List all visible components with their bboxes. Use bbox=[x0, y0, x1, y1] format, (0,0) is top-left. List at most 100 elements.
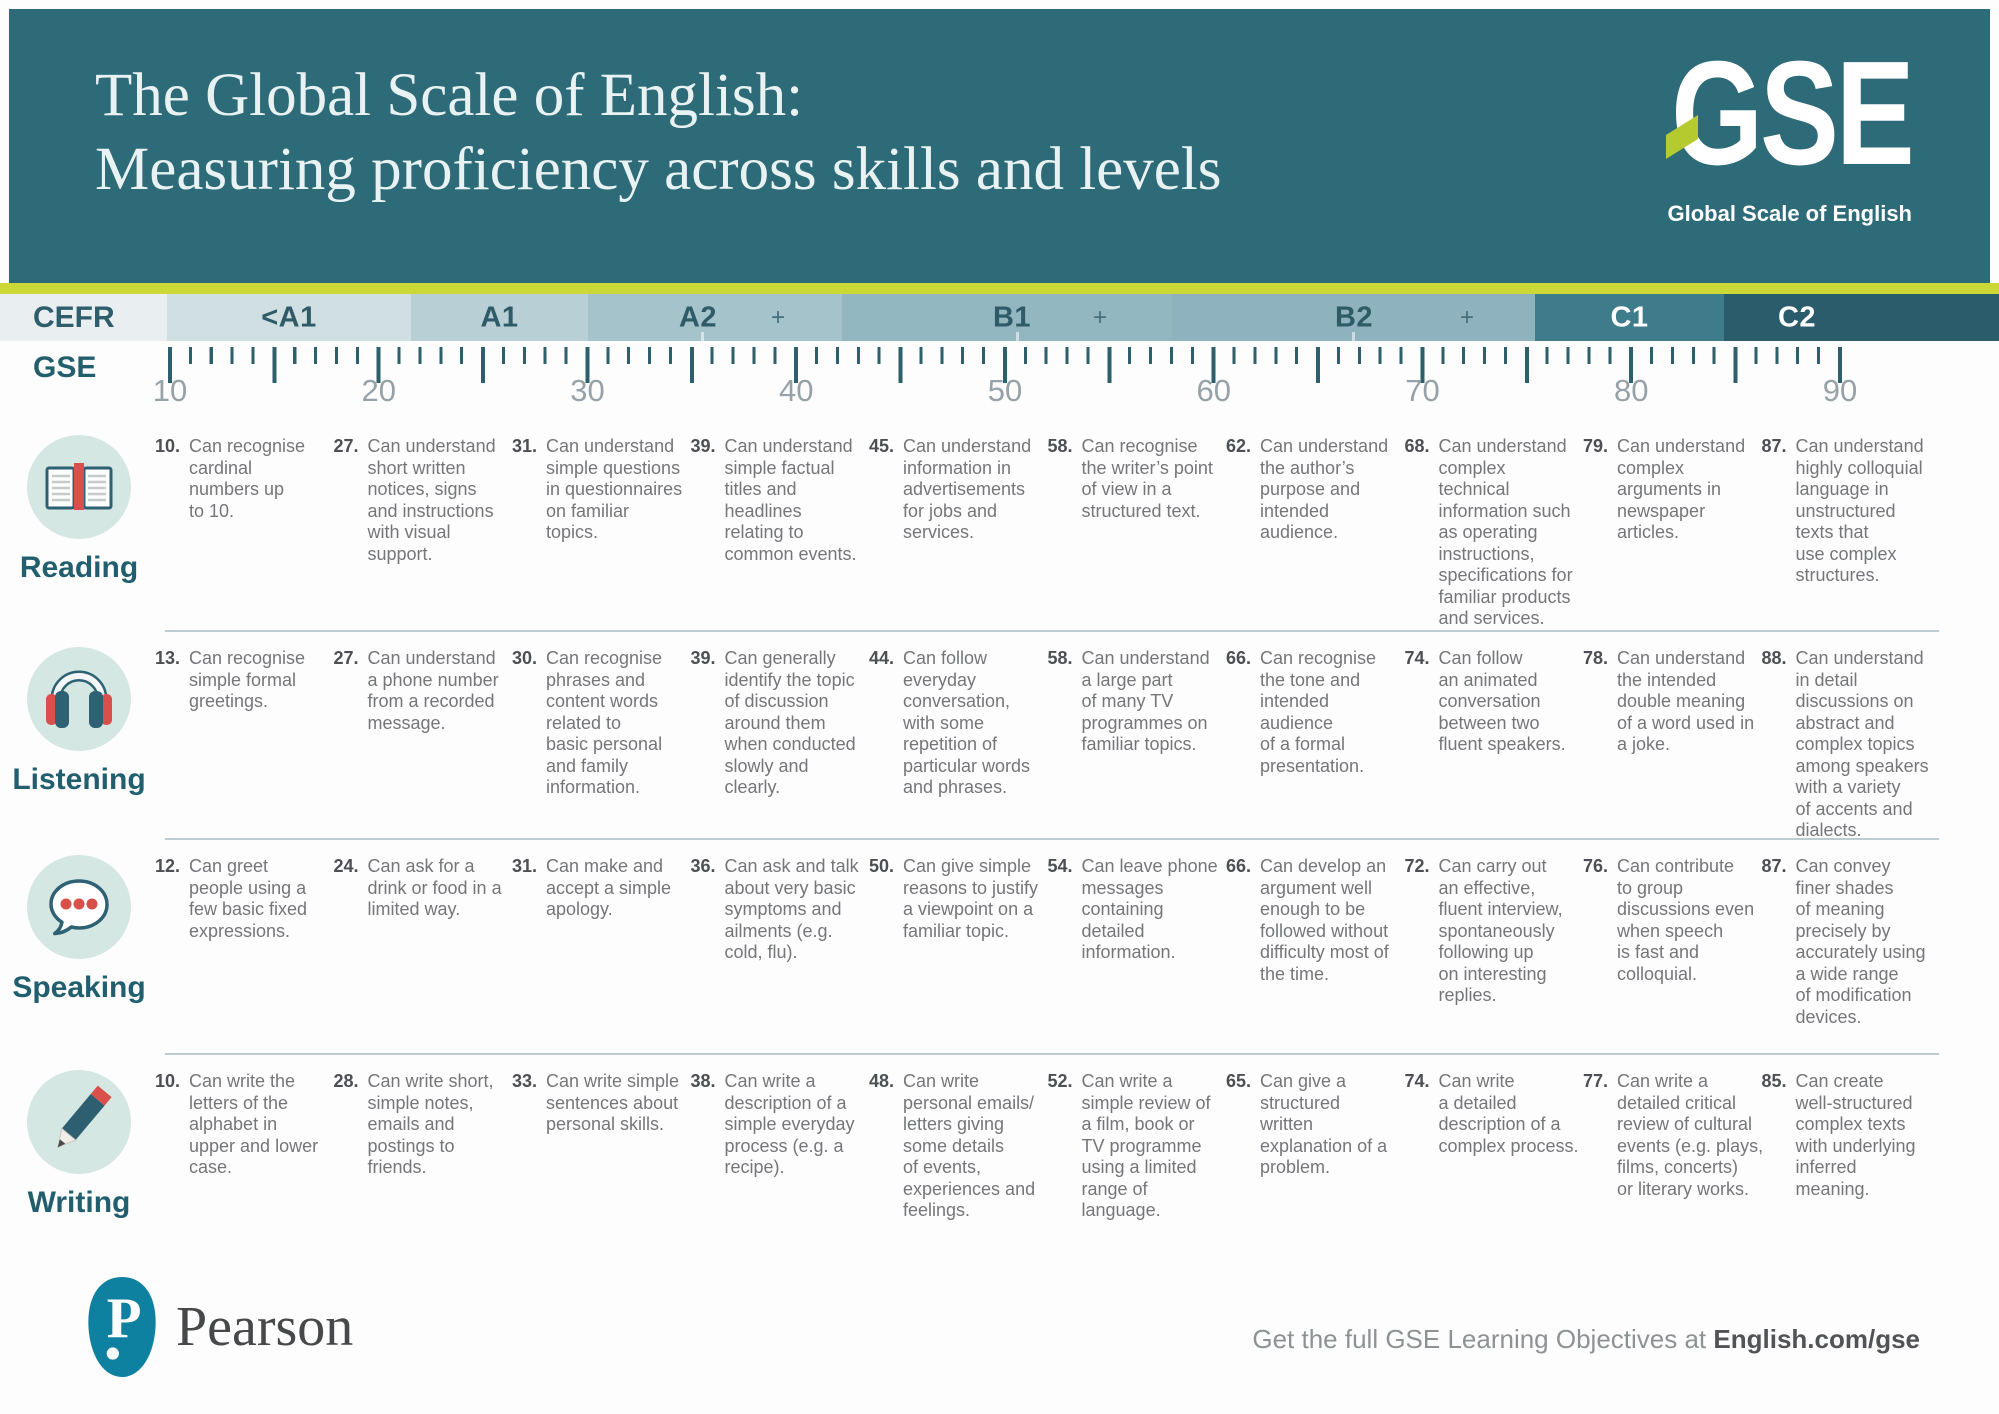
gse-number: 10 bbox=[152, 373, 188, 408]
skill-badge: Listening bbox=[0, 647, 158, 797]
descriptor-text: Can give simple reasons to justify a vie… bbox=[903, 856, 1039, 941]
descriptor-item: 74. Can follow an animated conversation … bbox=[1405, 648, 1583, 842]
descriptor-item: 12. Can greet people using a few basic f… bbox=[155, 856, 333, 1028]
descriptor-text: Can write personal emails/ letters givin… bbox=[903, 1071, 1036, 1220]
descriptor-item: 66. Can develop an argument well enough … bbox=[1226, 856, 1404, 1028]
descriptor-text: Can write the letters of the alphabet in… bbox=[189, 1071, 319, 1177]
gse-ruler-major-ticks bbox=[168, 347, 1846, 383]
page-title-line1: The Global Scale of English: bbox=[95, 62, 804, 129]
descriptor-score: 54. bbox=[1047, 856, 1073, 876]
cefr-band-label: B2 bbox=[1334, 301, 1374, 333]
descriptor-text: Can follow an animated conversation betw… bbox=[1438, 648, 1566, 754]
descriptor-score: 31. bbox=[512, 436, 538, 456]
descriptor-text: Can understand information in advertisem… bbox=[903, 436, 1032, 542]
descriptor-item: 50. Can give simple reasons to justify a… bbox=[869, 856, 1047, 1028]
cefr-band: B2 + bbox=[1172, 294, 1535, 341]
descriptor-item: 38. Can write a description of a simple … bbox=[691, 1071, 869, 1222]
descriptor-list: 10. Can recognise cardinal numbers up to… bbox=[155, 436, 1940, 630]
descriptor-item: 65. Can give a structured written explan… bbox=[1226, 1071, 1404, 1222]
page-title: The Global Scale of English: Measuring p… bbox=[95, 59, 1222, 207]
descriptor-text: Can develop an argument well enough to b… bbox=[1260, 856, 1389, 984]
gse-logo-arrow-icon bbox=[1666, 115, 1698, 159]
skill-label: Listening bbox=[12, 763, 146, 796]
descriptor-item: 72. Can carry out an effective, fluent i… bbox=[1405, 856, 1583, 1028]
cefr-band: A1 bbox=[411, 294, 588, 341]
descriptor-item: 87. Can understand highly colloquial lan… bbox=[1762, 436, 1940, 630]
descriptor-score: 52. bbox=[1047, 1071, 1073, 1091]
cefr-band: C1 bbox=[1535, 294, 1724, 341]
descriptor-text: Can make and accept a simple apology. bbox=[546, 856, 672, 919]
descriptor-item: 88. Can understand in detail discussions… bbox=[1762, 648, 1940, 842]
descriptor-score: 74. bbox=[1404, 1071, 1430, 1091]
skill-row-reading: Reading 10. Can recognise cardinal numbe… bbox=[0, 420, 1999, 632]
gse-number: 50 bbox=[987, 373, 1023, 408]
cefr-band-divider bbox=[701, 332, 704, 341]
writing-icon bbox=[27, 1070, 131, 1174]
cefr-band-plus-label: + bbox=[1092, 303, 1108, 331]
descriptor-text: Can recognise the writer’s point of view… bbox=[1081, 436, 1213, 521]
cefr-label: CEFR bbox=[33, 300, 115, 334]
accent-bar bbox=[0, 283, 1999, 294]
descriptor-text: Can ask and talk about very basic sympto… bbox=[724, 856, 859, 962]
cefr-band-label: A1 bbox=[480, 301, 519, 333]
cefr-band-plus-label: + bbox=[1459, 303, 1475, 331]
descriptor-score: 13. bbox=[155, 648, 181, 668]
descriptor-item: 27. Can understand a phone number from a… bbox=[334, 648, 512, 842]
descriptor-score: 78. bbox=[1583, 648, 1609, 668]
cefr-band-label: <A1 bbox=[261, 301, 317, 333]
footer-cta-link[interactable]: English.com/gse bbox=[1713, 1324, 1920, 1354]
cefr-band-divider bbox=[1352, 332, 1355, 341]
gse-label: GSE bbox=[33, 351, 97, 384]
footer-cta: Get the full GSE Learning Objectives at … bbox=[1252, 1324, 1920, 1355]
descriptor-score: 27. bbox=[333, 436, 359, 456]
descriptor-item: 58. Can recognise the writer’s point of … bbox=[1048, 436, 1226, 630]
cefr-scale-row: CEFR <A1 A1 A2 + B1 + B2 + C1 C2 bbox=[0, 294, 1999, 341]
descriptor-text: Can recognise phrases and content words … bbox=[546, 648, 663, 797]
descriptor-text: Can recognise simple formal greetings. bbox=[189, 648, 306, 711]
descriptor-text: Can understand simple questions in quest… bbox=[546, 436, 683, 542]
gse-number: 20 bbox=[361, 373, 396, 408]
descriptor-score: 10. bbox=[155, 436, 181, 456]
descriptor-score: 38. bbox=[690, 1071, 716, 1091]
descriptor-text: Can create well-structured complex texts… bbox=[1795, 1071, 1916, 1199]
descriptor-text: Can understand complex arguments in news… bbox=[1617, 436, 1746, 542]
descriptor-item: 76. Can contribute to group discussions … bbox=[1583, 856, 1761, 1028]
descriptor-item: 39. Can generally identify the topic of … bbox=[691, 648, 869, 842]
descriptor-text: Can understand a phone number from a rec… bbox=[367, 648, 499, 733]
descriptor-item: 78. Can understand the intended double m… bbox=[1583, 648, 1761, 842]
listening-icon bbox=[27, 647, 131, 751]
descriptor-item: 13. Can recognise simple formal greeting… bbox=[155, 648, 333, 842]
descriptor-text: Can contribute to group discussions even… bbox=[1617, 856, 1755, 984]
descriptor-item: 74. Can write a detailed description of … bbox=[1405, 1071, 1583, 1222]
descriptor-item: 52. Can write a simple review of a film,… bbox=[1048, 1071, 1226, 1222]
descriptor-item: 36. Can ask and talk about very basic sy… bbox=[691, 856, 869, 1028]
descriptor-text: Can give a structured written explanatio… bbox=[1260, 1071, 1388, 1177]
descriptor-text: Can write a simple review of a film, boo… bbox=[1081, 1071, 1211, 1220]
pearson-logo: P Pearson bbox=[86, 1276, 353, 1378]
descriptor-item: 66. Can recognise the tone and intended … bbox=[1226, 648, 1404, 842]
gse-logo: GSE Global Scale of English bbox=[1572, 39, 1915, 259]
descriptor-score: 30. bbox=[512, 648, 538, 668]
descriptor-score: 58. bbox=[1047, 436, 1073, 456]
skill-label: Reading bbox=[19, 551, 139, 584]
descriptor-score: 74. bbox=[1404, 648, 1430, 668]
descriptor-text: Can follow everyday conversation, with s… bbox=[903, 648, 1031, 797]
descriptor-score: 88. bbox=[1761, 648, 1787, 668]
descriptor-score: 39. bbox=[690, 648, 716, 668]
cefr-band: B1 + bbox=[842, 294, 1172, 341]
descriptor-text: Can carry out an effective, fluent inter… bbox=[1438, 856, 1563, 1005]
descriptor-score: 10. bbox=[155, 1071, 181, 1091]
descriptor-text: Can understand the intended double meani… bbox=[1617, 648, 1755, 754]
descriptor-score: 44. bbox=[869, 648, 895, 668]
descriptor-text: Can understand the author’s purpose and … bbox=[1260, 436, 1389, 542]
descriptor-item: 48. Can write personal emails/ letters g… bbox=[869, 1071, 1047, 1222]
descriptor-score: 36. bbox=[690, 856, 716, 876]
descriptor-item: 62. Can understand the author’s purpose … bbox=[1226, 436, 1404, 630]
descriptor-item: 39. Can understand simple factual titles… bbox=[691, 436, 869, 630]
descriptor-score: 31. bbox=[512, 856, 538, 876]
skill-badge: Speaking bbox=[0, 855, 158, 1005]
descriptor-item: 77. Can write a detailed critical review… bbox=[1583, 1071, 1763, 1222]
descriptor-item: 33. Can write simple sentences about per… bbox=[512, 1071, 690, 1222]
cefr-band-plus-label: + bbox=[770, 303, 786, 331]
